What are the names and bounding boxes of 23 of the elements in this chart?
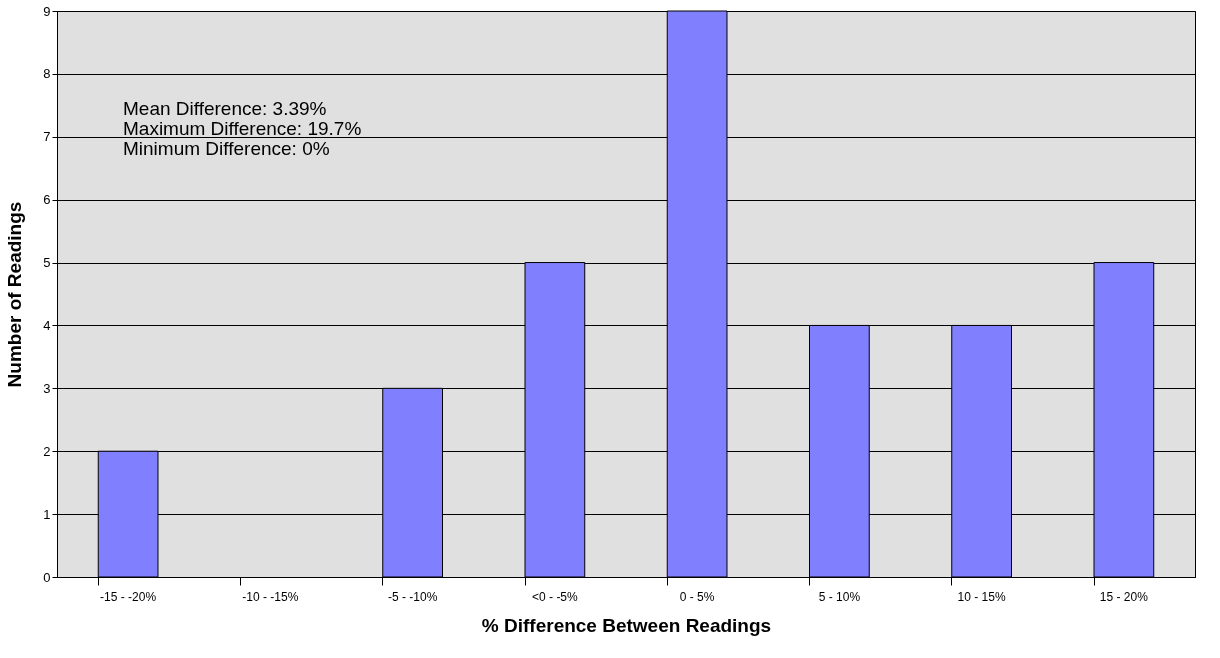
- x-tick-label: -10 - -15%: [242, 589, 299, 604]
- annotation: Maximum Difference: 19.7%: [123, 118, 362, 139]
- annotation: Minimum Difference: 0%: [123, 138, 330, 159]
- y-tick-label: 9: [43, 3, 51, 19]
- y-tick-label: 8: [43, 66, 51, 82]
- y-tick-label: 5: [43, 255, 51, 271]
- x-tick-label: 10 - 15%: [957, 589, 1006, 604]
- y-tick-label: 2: [43, 443, 51, 459]
- y-tick-label: 3: [43, 380, 51, 396]
- x-tick-label: 5 - 10%: [818, 589, 861, 604]
- y-tick-label: 6: [43, 192, 51, 208]
- y-axis-title: Number of Readings: [4, 201, 26, 388]
- y-tick-label: 7: [43, 129, 51, 145]
- x-tick-label: -5 - -10%: [387, 589, 438, 604]
- annotation: Mean Difference: 3.39%: [123, 98, 327, 119]
- x-tick-label: 0 - 5%: [679, 589, 715, 604]
- x-tick-label: <0 - -5%: [532, 589, 579, 604]
- x-tick-label: 15 - 20%: [1099, 589, 1149, 604]
- y-tick-label: 0: [43, 569, 51, 585]
- x-tick-label: -15 - -20%: [100, 589, 157, 604]
- y-tick-label: 1: [43, 506, 51, 522]
- y-tick-label: 4: [43, 317, 51, 333]
- x-axis-title: % Difference Between Readings: [481, 614, 772, 636]
